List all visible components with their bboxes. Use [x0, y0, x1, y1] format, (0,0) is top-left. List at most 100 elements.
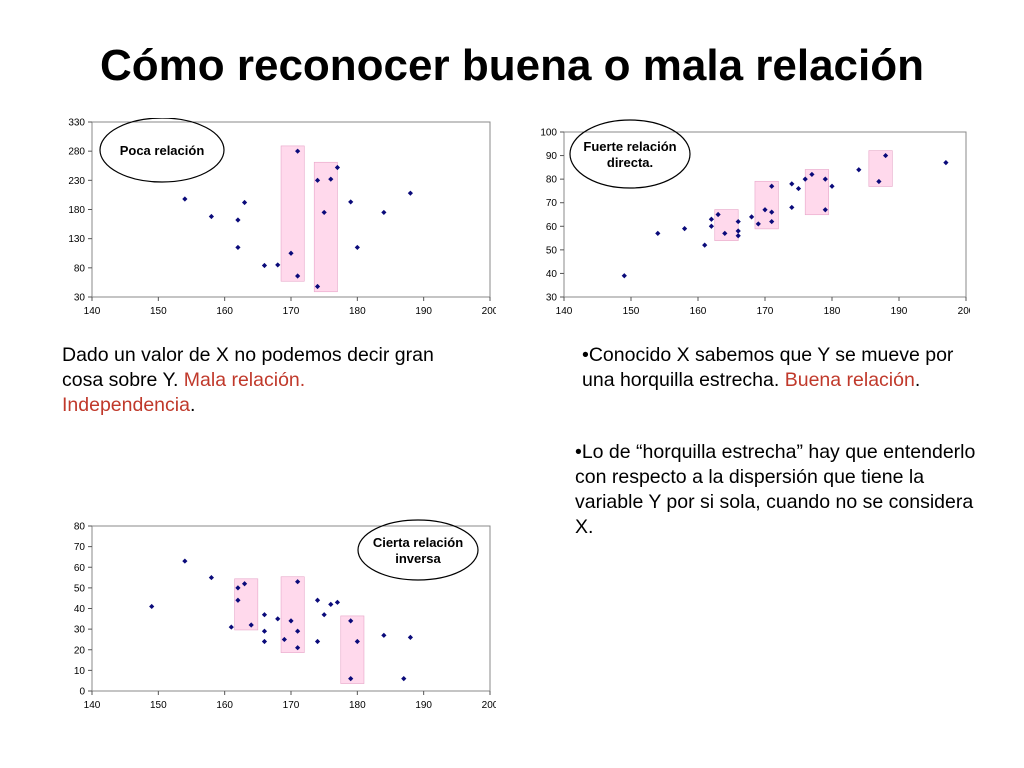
data-point	[314, 177, 321, 183]
data-point	[348, 676, 354, 682]
x-tick-label: 140	[84, 306, 101, 317]
x-tick-label: 200	[482, 700, 496, 711]
y-tick-label: 280	[68, 147, 85, 158]
x-tick-label: 160	[690, 306, 707, 317]
chart-svg: 140 150 160 170 180 190 200 30 40 50 60 70 80 90 100 Fu…	[540, 119, 970, 317]
x-tick-label: 160	[216, 306, 233, 317]
y-tick-label: 70	[546, 198, 558, 209]
data-point	[261, 638, 268, 645]
x-tick-label: 160	[216, 700, 233, 711]
y-tick-label: 30	[74, 625, 86, 636]
highlight-band	[340, 615, 365, 684]
scatter-chart-fuerte-relacion: 140 150 160 170 180 190 200 30 40 50 60 70 80 90 100 Fu…	[530, 118, 970, 326]
data-point	[235, 597, 241, 603]
y-tick-label: 50	[546, 245, 558, 256]
note-accent: Mala relación. Independencia	[62, 369, 306, 416]
data-point	[822, 207, 828, 213]
data-point	[943, 160, 949, 166]
x-tick-label: 200	[482, 306, 496, 317]
highlight-band	[754, 180, 779, 230]
data-point	[314, 597, 321, 603]
data-point	[295, 273, 301, 279]
data-point	[328, 601, 334, 607]
x-tick-label: 140	[84, 700, 101, 711]
x-tick-label: 200	[958, 306, 970, 317]
data-point	[735, 233, 741, 239]
data-point	[829, 183, 835, 189]
annotation-label: Poca relación	[120, 143, 205, 158]
data-point	[208, 213, 214, 220]
y-tick-label: 80	[74, 522, 86, 533]
x-tick-label: 150	[623, 306, 640, 317]
data-point	[762, 207, 768, 213]
data-point	[235, 585, 241, 591]
data-point	[802, 176, 808, 182]
note-text: Dado un valor de X no podemos decir gran…	[62, 344, 434, 391]
data-point	[822, 176, 828, 182]
data-point	[248, 622, 254, 628]
x-tick-label: 190	[415, 700, 432, 711]
data-point	[407, 634, 413, 640]
highlight-band	[234, 578, 259, 631]
y-tick-label: 0	[79, 687, 85, 698]
data-point	[235, 217, 241, 223]
y-tick-label: 80	[546, 175, 558, 186]
y-tick-label: 50	[74, 583, 86, 594]
page-title: Cómo reconocer buena o mala relación	[99, 41, 924, 90]
data-point	[883, 152, 889, 159]
note-mala-relacion: Dado un valor de X no podemos decir gran…	[62, 343, 442, 418]
data-point	[715, 211, 721, 218]
data-point	[261, 628, 268, 634]
data-point	[321, 612, 327, 618]
note-buena-relacion: •Conocido X sabemos que Y se mueve por u…	[582, 343, 982, 393]
x-tick-label: 170	[283, 700, 300, 711]
data-point	[381, 632, 387, 638]
x-tick-label: 190	[415, 306, 432, 317]
y-tick-label: 30	[546, 293, 558, 304]
data-point	[228, 624, 234, 630]
chart-svg: 140 150 160 170 180 190 200 0 10 20 30 40 50 60 70 80 Ci…	[74, 519, 496, 711]
data-point	[288, 618, 294, 624]
data-point	[354, 244, 360, 251]
data-point	[407, 190, 413, 196]
annotation-ellipse	[357, 519, 479, 581]
data-point	[275, 262, 281, 268]
x-tick-label: 180	[824, 306, 841, 317]
x-tick-label: 180	[349, 306, 366, 317]
y-tick-label: 230	[68, 176, 85, 187]
highlight-band	[868, 150, 893, 187]
note-text: •Conocido X sabemos que Y se mueve por u…	[582, 344, 954, 391]
data-point	[348, 199, 354, 205]
y-tick-label: 40	[546, 269, 558, 280]
data-point	[334, 164, 341, 171]
annotation-label: Cierta relación	[373, 535, 463, 550]
x-tick-label: 150	[150, 700, 167, 711]
data-point	[261, 612, 268, 618]
data-point	[321, 209, 327, 216]
data-point	[381, 209, 387, 216]
annotation-ellipse	[569, 119, 691, 189]
data-point	[182, 196, 188, 202]
data-point	[241, 199, 248, 206]
data-point	[789, 181, 795, 187]
x-tick-label: 180	[349, 700, 366, 711]
y-tick-label: 60	[74, 563, 86, 574]
x-tick-label: 170	[757, 306, 774, 317]
data-point	[328, 176, 334, 182]
note-accent: Buena relación	[784, 369, 915, 391]
y-tick-label: 20	[74, 645, 86, 656]
y-tick-label: 180	[68, 205, 85, 216]
note-text-end: .	[914, 369, 921, 391]
y-tick-label: 130	[68, 234, 85, 245]
x-tick-label: 170	[283, 306, 300, 317]
data-point	[241, 581, 248, 587]
y-tick-label: 100	[540, 128, 557, 139]
note-text: •Lo de “horquilla estrecha” hay que ente…	[575, 441, 976, 538]
data-point	[334, 599, 341, 605]
data-point	[261, 262, 268, 269]
data-point	[314, 283, 321, 290]
data-point	[876, 178, 882, 185]
y-tick-label: 90	[546, 151, 558, 162]
data-point	[314, 638, 321, 645]
data-point	[354, 638, 360, 645]
